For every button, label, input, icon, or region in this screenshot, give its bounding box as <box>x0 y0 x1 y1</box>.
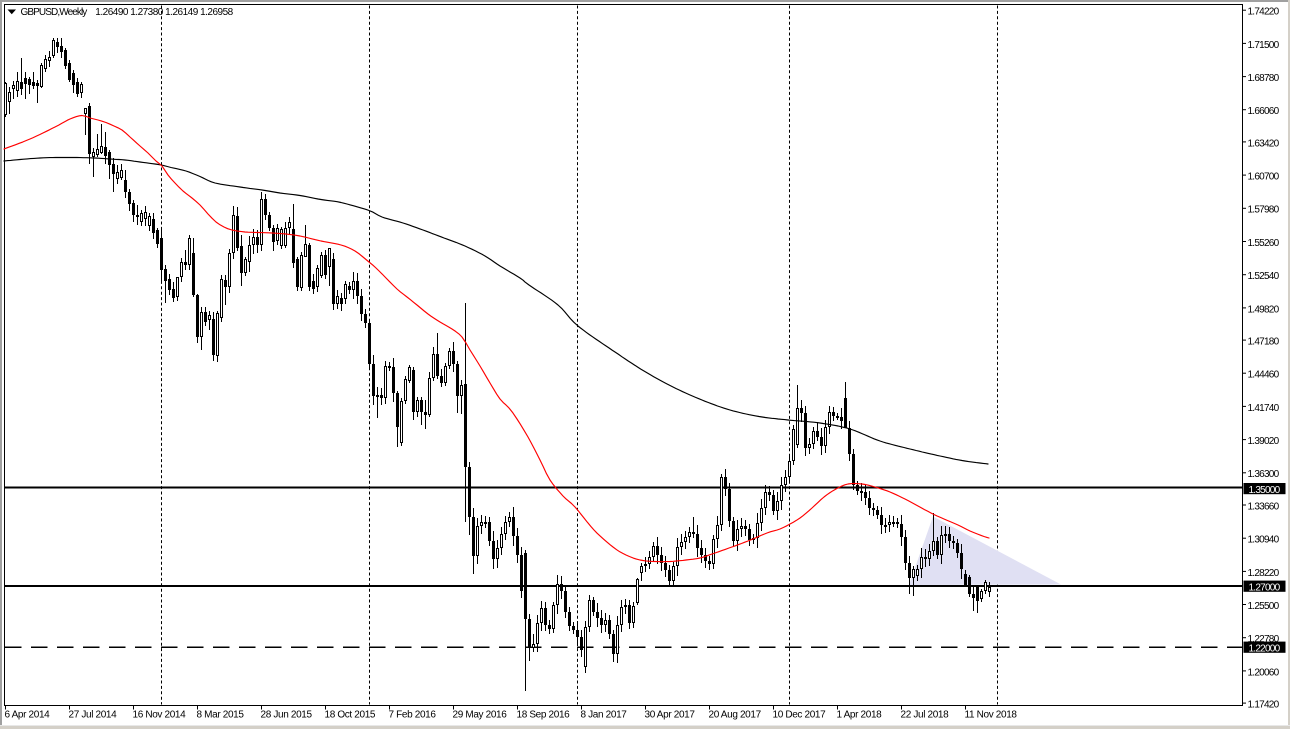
svg-text:30 Apr 2017: 30 Apr 2017 <box>645 710 696 721</box>
svg-text:18 Sep 2016: 18 Sep 2016 <box>517 710 571 721</box>
svg-text:1.28220: 1.28220 <box>1248 568 1280 579</box>
svg-text:1.74220: 1.74220 <box>1248 7 1280 18</box>
svg-text:1.68780: 1.68780 <box>1248 73 1280 84</box>
svg-text:10 Dec 2017: 10 Dec 2017 <box>773 710 827 721</box>
svg-text:8 Jan 2017: 8 Jan 2017 <box>581 710 628 721</box>
svg-text:8 Mar 2015: 8 Mar 2015 <box>197 710 245 721</box>
svg-text:20 Aug 2017: 20 Aug 2017 <box>709 710 762 721</box>
svg-text:1.30940: 1.30940 <box>1248 535 1280 546</box>
svg-text:1.57980: 1.57980 <box>1248 205 1280 216</box>
svg-text:1.55260: 1.55260 <box>1248 238 1280 249</box>
svg-text:22 Jul 2018: 22 Jul 2018 <box>901 710 950 721</box>
svg-text:1.63420: 1.63420 <box>1248 138 1280 149</box>
svg-text:1.47180: 1.47180 <box>1248 337 1280 348</box>
svg-text:1.44460: 1.44460 <box>1248 370 1280 381</box>
svg-text:1.22000: 1.22000 <box>1249 644 1281 655</box>
svg-text:GBPUSD,Weekly: GBPUSD,Weekly <box>21 7 88 18</box>
svg-text:1.49820: 1.49820 <box>1248 304 1280 315</box>
svg-text:1.20060: 1.20060 <box>1248 667 1280 678</box>
svg-text:1.66060: 1.66060 <box>1248 106 1280 117</box>
svg-text:1.39020: 1.39020 <box>1248 436 1280 447</box>
svg-text:11 Nov 2018: 11 Nov 2018 <box>965 710 1018 721</box>
svg-text:18 Oct 2015: 18 Oct 2015 <box>325 710 376 721</box>
svg-text:1.36300: 1.36300 <box>1248 469 1280 480</box>
svg-text:1.52540: 1.52540 <box>1248 271 1280 282</box>
svg-text:1.33660: 1.33660 <box>1248 501 1280 512</box>
svg-text:1.71500: 1.71500 <box>1248 40 1280 51</box>
svg-text:28 Jun 2015: 28 Jun 2015 <box>261 710 313 721</box>
svg-text:1.60700: 1.60700 <box>1248 172 1280 183</box>
svg-text:1.41740: 1.41740 <box>1248 403 1280 414</box>
svg-text:1.35000: 1.35000 <box>1249 485 1281 496</box>
svg-text:16 Nov 2014: 16 Nov 2014 <box>133 710 187 721</box>
svg-text:1.27000: 1.27000 <box>1249 583 1281 594</box>
svg-text:6 Apr 2014: 6 Apr 2014 <box>5 710 51 721</box>
svg-text:1 Apr 2018: 1 Apr 2018 <box>837 710 883 721</box>
svg-text:29 May 2016: 29 May 2016 <box>453 710 508 721</box>
svg-text:7 Feb 2016: 7 Feb 2016 <box>389 710 437 721</box>
svg-text:1.26490 1.27380 1.26149 1.2695: 1.26490 1.27380 1.26149 1.26958 <box>95 7 233 18</box>
svg-text:1.25500: 1.25500 <box>1248 601 1280 612</box>
svg-text:1.22780: 1.22780 <box>1248 634 1280 645</box>
svg-text:1.17420: 1.17420 <box>1248 700 1280 711</box>
svg-text:27 Jul 2014: 27 Jul 2014 <box>69 710 118 721</box>
